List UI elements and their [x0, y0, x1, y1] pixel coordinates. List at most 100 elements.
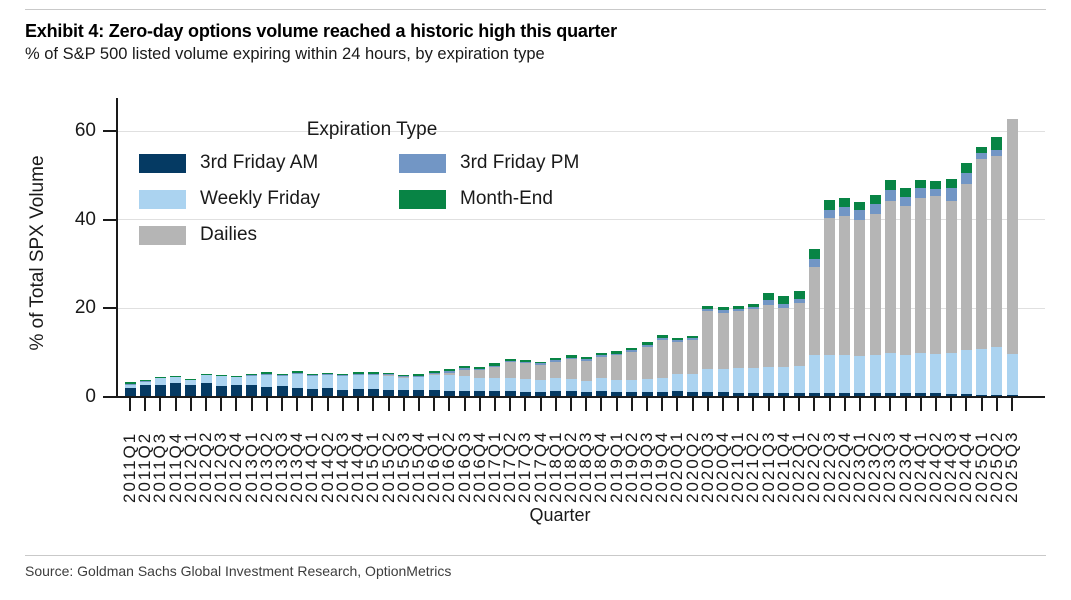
segment-weekly-friday [641, 378, 653, 392]
segment-3rd-friday-am [443, 390, 455, 397]
segment-3rd-friday-am [580, 392, 592, 397]
segment-3rd-friday-am [474, 391, 486, 397]
x-tick-mark-2014Q3 [341, 398, 344, 411]
bottom-divider [25, 555, 1046, 556]
x-axis-title: Quarter [529, 505, 591, 525]
bar-2016Q2 [443, 368, 455, 397]
segment-3rd-friday-am [246, 385, 258, 397]
segment-3rd-friday-am [291, 387, 303, 397]
segment-3rd-friday-am [200, 382, 212, 397]
x-tick-mark-2023Q4 [904, 398, 907, 411]
bar-2023Q3 [884, 180, 896, 397]
x-tick-mark-2025Q2 [995, 398, 998, 411]
bar-2014Q1 [306, 374, 318, 397]
x-tick-mark-2023Q1 [858, 398, 861, 411]
segment-3rd-friday-pm [732, 308, 744, 312]
segment-dailies [489, 366, 501, 378]
segment-3rd-friday-am [763, 392, 775, 397]
bar-2011Q3 [154, 376, 166, 397]
segment-dailies [641, 346, 653, 379]
segment-3rd-friday-am [337, 389, 349, 397]
segment-3rd-friday-am [687, 392, 699, 397]
segment-weekly-friday [474, 377, 486, 392]
segment-month-end [671, 338, 683, 341]
gridline-60 [116, 130, 1045, 132]
bar-2015Q3 [398, 374, 410, 397]
x-tick-mark-2012Q4 [235, 398, 238, 411]
segment-month-end [611, 351, 623, 354]
segment-3rd-friday-pm [747, 306, 759, 310]
x-tick-mark-2016Q2 [448, 398, 451, 411]
x-tick-mark-2020Q3 [706, 398, 709, 411]
segment-weekly-friday [702, 369, 714, 393]
segment-3rd-friday-am [276, 386, 288, 397]
legend-label: Dailies [200, 224, 258, 245]
segment-3rd-friday-pm [687, 338, 699, 340]
x-tick-mark-2013Q4 [296, 398, 299, 411]
bar-2013Q2 [261, 371, 273, 397]
x-tick-mark-2015Q1 [372, 398, 375, 411]
segment-weekly-friday [246, 375, 258, 386]
segment-dailies [428, 373, 440, 375]
segment-dailies [535, 364, 547, 381]
legend-swatch-month-end [399, 189, 446, 209]
segment-weekly-friday [763, 367, 775, 393]
segment-dailies [671, 342, 683, 375]
segment-weekly-friday [839, 354, 851, 393]
segment-month-end [732, 305, 744, 309]
x-tick-mark-2025Q3 [1011, 398, 1013, 411]
bar-2011Q1 [124, 382, 136, 397]
legend-title: Expiration Type [306, 119, 438, 140]
segment-month-end [246, 373, 258, 375]
bar-2012Q4 [230, 375, 242, 397]
bar-2025Q3 [1006, 118, 1018, 397]
segment-weekly-friday [489, 377, 501, 392]
segment-3rd-friday-am [124, 387, 136, 397]
segment-month-end [702, 305, 714, 309]
segment-dailies [884, 200, 896, 354]
segment-weekly-friday [687, 373, 699, 393]
segment-weekly-friday [824, 355, 836, 393]
segment-3rd-friday-am [732, 392, 744, 397]
segment-3rd-friday-pm [976, 152, 988, 159]
segment-weekly-friday [291, 373, 303, 388]
segment-3rd-friday-am [824, 392, 836, 397]
y-tick-mark-40 [103, 218, 116, 221]
x-tick-mark-2011Q3 [159, 398, 162, 411]
segment-weekly-friday [383, 375, 395, 390]
segment-month-end [641, 342, 653, 345]
segment-month-end [626, 347, 638, 351]
segment-3rd-friday-pm [535, 363, 547, 365]
segment-3rd-friday-pm [991, 149, 1003, 157]
x-tick-mark-2020Q2 [691, 398, 694, 411]
segment-month-end [808, 248, 820, 260]
segment-3rd-friday-pm [519, 362, 531, 364]
segment-weekly-friday [778, 366, 790, 393]
segment-weekly-friday [170, 376, 182, 384]
segment-3rd-friday-am [352, 388, 364, 397]
bar-2013Q4 [291, 371, 303, 397]
legend-item-3rd-friday-pm: 3rd Friday PM [399, 152, 579, 174]
segment-3rd-friday-am [778, 392, 790, 397]
segment-3rd-friday-pm [824, 209, 836, 218]
segment-month-end [519, 360, 531, 363]
segment-dailies [519, 363, 531, 380]
y-tick-label-40: 40 [74, 208, 96, 230]
x-tick-mark-2022Q1 [798, 398, 801, 411]
segment-3rd-friday-pm [854, 210, 866, 220]
segment-weekly-friday [443, 375, 455, 391]
segment-weekly-friday [976, 349, 988, 395]
bar-2012Q3 [215, 374, 227, 397]
segment-weekly-friday [261, 373, 273, 387]
segment-month-end [124, 382, 136, 385]
segment-3rd-friday-pm [778, 303, 790, 308]
segment-month-end [580, 357, 592, 359]
segment-month-end [747, 303, 759, 307]
segment-dailies [595, 357, 607, 379]
segment-dailies [854, 219, 866, 356]
bar-2023Q4 [900, 188, 912, 397]
legend-label: 3rd Friday PM [460, 152, 580, 173]
exhibit-subtitle: % of S&P 500 listed volume expiring with… [25, 45, 545, 63]
segment-dailies [459, 369, 471, 377]
